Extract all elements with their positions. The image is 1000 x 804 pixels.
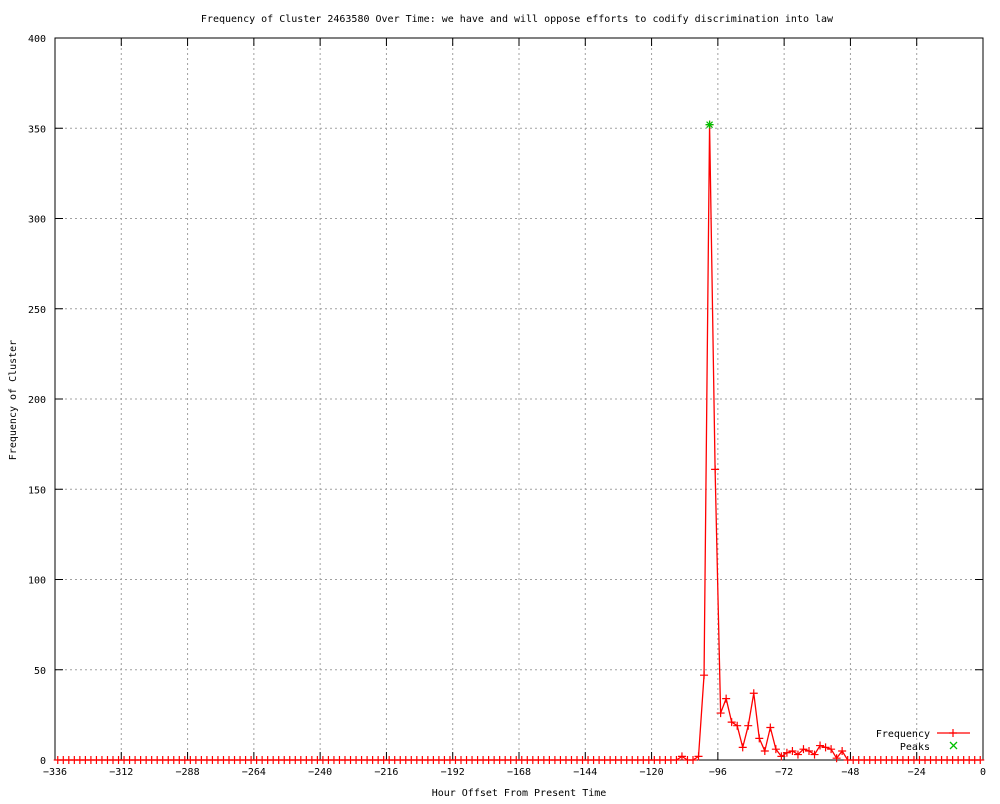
x-tick-label: −288 <box>176 767 200 778</box>
frequency-point <box>749 689 758 698</box>
frequency-point <box>716 709 725 718</box>
frequency-point <box>766 723 775 732</box>
chart-title: Frequency of Cluster 2463580 Over Time: … <box>201 14 834 25</box>
x-tick-label: −24 <box>908 767 926 778</box>
frequency-point <box>816 741 825 750</box>
frequency-point <box>832 754 841 763</box>
y-tick-label: 150 <box>28 485 46 496</box>
y-tick-label: 350 <box>28 124 46 135</box>
frequency-point <box>738 743 747 752</box>
series-layer <box>53 120 985 764</box>
x-tick-label: −216 <box>374 767 398 778</box>
axes: −336 −312 −288 −264 −240 −216 −192 −168 −144 −120… <box>28 34 986 778</box>
y-tick-label: 0 <box>40 756 46 767</box>
frequency-point <box>672 756 681 764</box>
frequency-point <box>700 671 709 680</box>
x-tick-label: −120 <box>640 767 664 778</box>
frequency-point <box>838 746 847 755</box>
x-tick-label: −336 <box>43 767 67 778</box>
x-tick-label: −144 <box>573 767 597 778</box>
frequency-point <box>788 746 797 755</box>
legend-label-frequency: Frequency <box>876 729 930 740</box>
frequency-point <box>760 746 769 755</box>
frequency-point <box>782 748 791 757</box>
y-tick-label: 50 <box>34 666 46 677</box>
grid <box>55 38 983 760</box>
y-tick-label: 400 <box>28 34 46 45</box>
x-tick-label: −168 <box>507 767 531 778</box>
frequency-point <box>771 745 780 754</box>
frequency-point <box>821 743 830 752</box>
frequency-point <box>805 746 813 755</box>
x-tick-label: 0 <box>980 767 986 778</box>
frequency-point <box>744 721 753 730</box>
frequency-point <box>722 694 731 703</box>
x-tick-label: −264 <box>242 767 266 778</box>
frequency-point <box>793 750 802 759</box>
frequency-point <box>755 734 764 743</box>
frequency-point <box>976 756 985 764</box>
frequency-point <box>827 745 836 754</box>
legend-marker-frequency <box>949 729 957 737</box>
x-tick-label: −72 <box>775 767 793 778</box>
frequency-point <box>711 465 720 474</box>
frequency-point <box>810 750 819 759</box>
x-axis-label: Hour Offset From Present Time <box>432 788 607 799</box>
x-tick-label: −240 <box>308 767 332 778</box>
x-tick-label: −48 <box>841 767 859 778</box>
frequency-point <box>677 752 686 761</box>
y-tick-label: 200 <box>28 395 46 406</box>
y-tick-label: 300 <box>28 215 46 226</box>
legend-marker-peaks <box>949 741 958 750</box>
frequency-point <box>777 752 786 761</box>
frequency-point <box>689 756 697 764</box>
legend: Frequency Peaks <box>876 729 970 753</box>
y-tick-label: 100 <box>28 576 46 587</box>
y-axis-label: Frequency of Cluster <box>8 340 19 460</box>
frequency-point <box>799 745 808 754</box>
peak-point <box>705 120 714 129</box>
y-tick-label: 250 <box>28 305 46 316</box>
frequency-point <box>694 752 703 761</box>
x-tick-label: −192 <box>441 767 465 778</box>
frequency-point <box>727 718 736 727</box>
frequency-point <box>733 721 742 730</box>
x-tick-label: −312 <box>109 767 133 778</box>
x-tick-label: −96 <box>709 767 727 778</box>
legend-label-peaks: Peaks <box>900 742 930 753</box>
